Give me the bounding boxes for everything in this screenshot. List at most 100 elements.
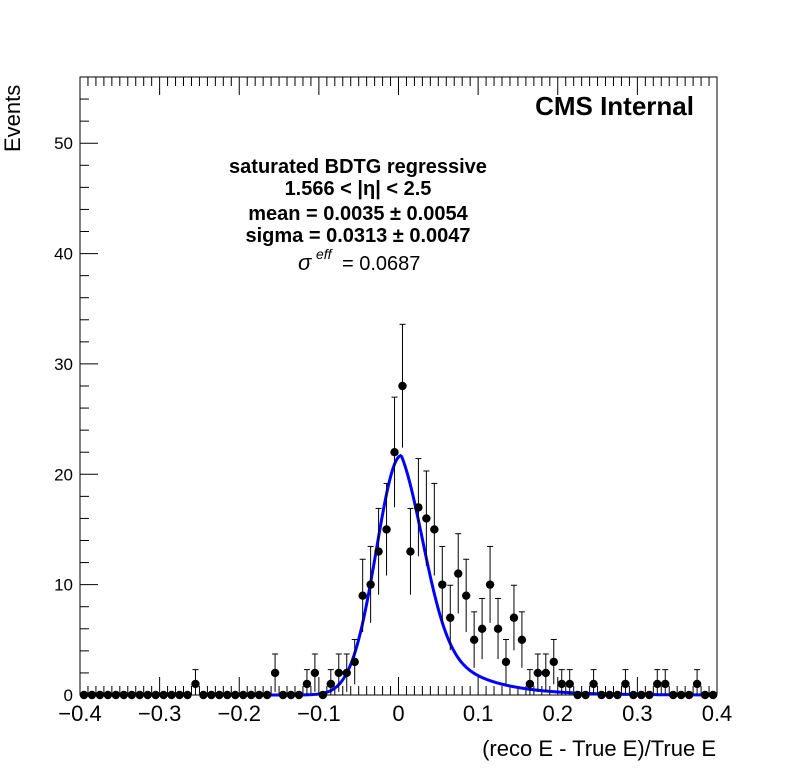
- data-point: [493, 624, 503, 633]
- data-point: [446, 613, 455, 622]
- data-point: [175, 690, 184, 700]
- data-point: [143, 690, 152, 700]
- data-point: [95, 690, 105, 700]
- data-point: [692, 679, 702, 689]
- data-point: [167, 690, 176, 700]
- x-tick-label: 0.3: [622, 701, 653, 726]
- data-point: [151, 690, 160, 700]
- data-point: [525, 679, 535, 689]
- y-tick-label: 0: [64, 686, 73, 705]
- data-point: [342, 668, 351, 678]
- annotation-sigma: sigma = 0.0313 ± 0.0047: [245, 225, 470, 247]
- data-point: [127, 690, 136, 700]
- data-point: [676, 690, 686, 700]
- data-point: [326, 679, 336, 689]
- data-point: [207, 690, 216, 700]
- data-point: [573, 690, 582, 700]
- data-point: [366, 580, 375, 589]
- data-point: [294, 690, 304, 700]
- y-tick-label: 30: [54, 355, 73, 374]
- data-point: [79, 690, 89, 700]
- data-point: [414, 503, 423, 512]
- data-point: [318, 690, 328, 700]
- data-point: [334, 668, 343, 678]
- data-point: [374, 547, 383, 556]
- data-point: [454, 569, 463, 578]
- data-point: [533, 668, 543, 678]
- x-tick-label: −0.4: [58, 701, 101, 726]
- data-point: [509, 613, 519, 622]
- y-tick-label: 20: [54, 465, 73, 484]
- sigma-eff-symbol: σ: [298, 250, 312, 275]
- sigma-eff-value: = 0.0687: [342, 253, 420, 275]
- data-point: [87, 690, 97, 700]
- data-point: [637, 690, 646, 700]
- data-point: [135, 690, 144, 700]
- cms-internal-label: CMS Internal: [535, 91, 694, 121]
- data-point: [669, 690, 678, 700]
- axis-ticks: [79, 76, 718, 696]
- data-point: [477, 624, 487, 633]
- y-axis-label: Events: [0, 85, 25, 152]
- data-point: [684, 690, 694, 700]
- data-point: [350, 657, 359, 667]
- data-point: [231, 690, 240, 700]
- annotation-eta-range: 1.566 < |η| < 2.5: [285, 178, 432, 200]
- data-point: [597, 690, 606, 700]
- data-point: [653, 679, 662, 689]
- data-point: [430, 525, 439, 534]
- data-point: [629, 690, 638, 700]
- data-points-layer: [79, 323, 718, 700]
- data-point: [700, 690, 710, 700]
- x-tick-label: −0.2: [218, 701, 261, 726]
- data-point: [398, 381, 407, 391]
- data-point: [159, 690, 168, 700]
- x-tick-label: 0.1: [463, 701, 494, 726]
- data-point: [358, 591, 367, 600]
- data-point: [199, 690, 208, 700]
- data-point: [581, 690, 590, 700]
- data-point: [103, 690, 113, 700]
- tick-labels: −0.4 −0.3 −0.2 −0.1 0 0.1 0.2 0.3 0.4 0 10 20 30 40 50: [54, 134, 732, 726]
- data-point: [278, 690, 288, 700]
- data-point: [215, 690, 224, 700]
- data-point: [310, 668, 320, 678]
- data-point: [469, 635, 479, 645]
- data-point: [111, 690, 121, 700]
- data-point: [589, 679, 598, 689]
- data-point: [517, 635, 527, 645]
- data-point: [183, 690, 192, 700]
- data-point: [605, 690, 614, 700]
- x-tick-label: 0.2: [542, 701, 573, 726]
- data-point: [406, 547, 415, 556]
- data-point: [485, 580, 495, 589]
- data-point: [557, 679, 566, 689]
- x-tick-label: −0.1: [297, 701, 340, 726]
- data-point: [565, 679, 574, 689]
- data-point: [302, 679, 312, 689]
- data-point: [390, 448, 399, 457]
- data-point: [382, 525, 391, 534]
- y-tick-label: 10: [54, 576, 73, 595]
- x-axis-label: (reco E - True E)/True E: [482, 736, 716, 761]
- data-point: [621, 679, 630, 689]
- y-tick-label: 40: [54, 245, 73, 264]
- data-point: [708, 690, 718, 700]
- data-point: [239, 690, 248, 700]
- x-tick-label: 0.4: [702, 701, 733, 726]
- data-point: [246, 690, 256, 700]
- data-point: [541, 668, 551, 678]
- data-point: [254, 690, 264, 700]
- data-point: [270, 668, 280, 678]
- x-tick-label: 0: [392, 701, 404, 726]
- data-point: [549, 657, 558, 667]
- annotation-title: saturated BDTG regressive: [229, 156, 487, 178]
- data-point: [661, 679, 670, 689]
- data-point: [501, 657, 511, 667]
- data-point: [461, 591, 471, 600]
- sigma-eff-superscript: eff: [316, 246, 334, 262]
- data-point: [438, 580, 447, 589]
- data-point: [422, 514, 431, 523]
- data-point: [262, 690, 272, 700]
